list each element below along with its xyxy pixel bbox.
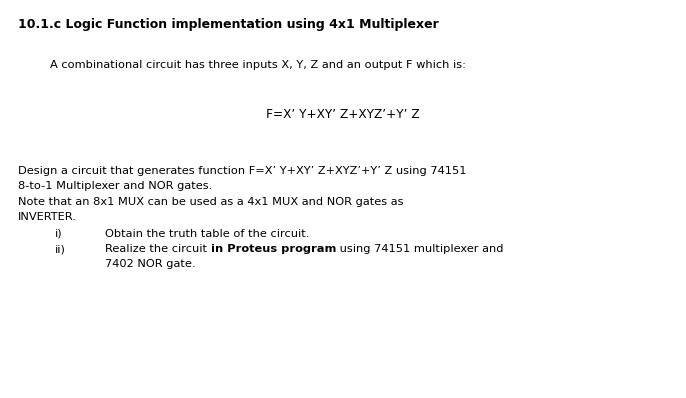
Text: 8-to-1 Multiplexer and NOR gates.: 8-to-1 Multiplexer and NOR gates.	[18, 181, 212, 191]
Text: Obtain the truth table of the circuit.: Obtain the truth table of the circuit.	[105, 229, 309, 239]
Text: Design a circuit that generates function F=X’ Y+XY’ Z+XYZ’+Y’ Z using 74151: Design a circuit that generates function…	[18, 166, 466, 176]
Text: Note that an 8x1 MUX can be used as a 4x1 MUX and NOR gates as: Note that an 8x1 MUX can be used as a 4x…	[18, 197, 403, 207]
Text: INVERTER.: INVERTER.	[18, 212, 77, 222]
Text: 7402 NOR gate.: 7402 NOR gate.	[105, 259, 196, 269]
Text: i): i)	[55, 229, 62, 239]
Text: 10.1.c Logic Function implementation using 4x1 Multiplexer: 10.1.c Logic Function implementation usi…	[18, 18, 439, 31]
Text: in Proteus program: in Proteus program	[211, 244, 336, 254]
Text: Realize the circuit: Realize the circuit	[105, 244, 211, 254]
Text: A combinational circuit has three inputs X, Y, Z and an output F which is:: A combinational circuit has three inputs…	[50, 60, 466, 70]
Text: using 74151 multiplexer and: using 74151 multiplexer and	[336, 244, 504, 254]
Text: ii): ii)	[55, 244, 66, 254]
Text: F=X’ Y+XY’ Z+XYZ’+Y’ Z: F=X’ Y+XY’ Z+XYZ’+Y’ Z	[266, 108, 420, 121]
